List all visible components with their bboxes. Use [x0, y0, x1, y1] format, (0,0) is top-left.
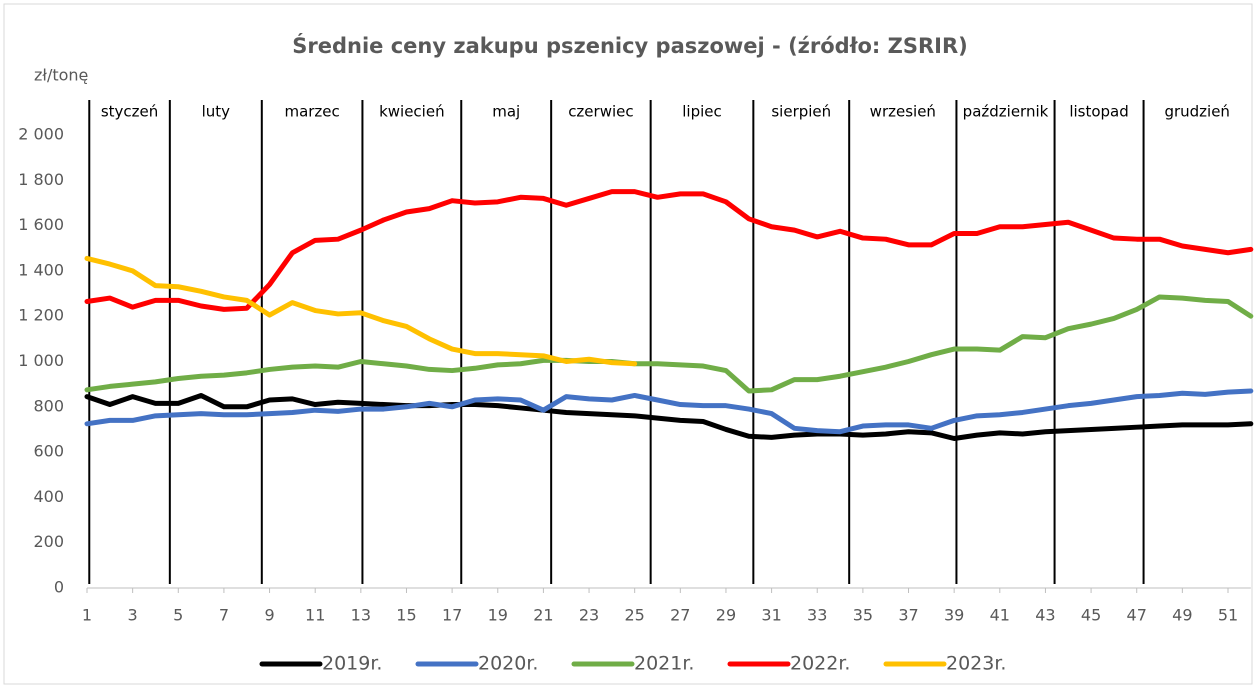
- x-tick-label: 49: [1172, 606, 1192, 625]
- y-tick-label: 200: [33, 532, 64, 551]
- y-tick-label: 1 400: [18, 260, 64, 279]
- y-tick-label: 1 200: [18, 306, 64, 325]
- legend-label: 2021r.: [634, 653, 694, 675]
- x-tick-label: 33: [807, 606, 827, 625]
- month-label: wrzesień: [870, 103, 936, 121]
- legend-label: 2023r.: [946, 653, 1006, 675]
- x-tick-label: 17: [442, 606, 462, 625]
- x-tick-label: 27: [670, 606, 690, 625]
- month-label: listopad: [1069, 103, 1128, 121]
- series-line: [84, 388, 1254, 435]
- x-tick-label: 5: [173, 606, 183, 625]
- chart-border: [3, 3, 1253, 685]
- x-tick-label: 9: [264, 606, 274, 625]
- x-tick-label: 1: [82, 606, 92, 625]
- y-tick-label: 0: [54, 578, 64, 597]
- y-tick-label: 1 800: [18, 170, 64, 189]
- x-tick-label: 7: [219, 606, 229, 625]
- x-tick-label: 31: [761, 606, 781, 625]
- x-tick-label: 25: [625, 606, 645, 625]
- x-tick-label: 21: [533, 606, 553, 625]
- x-tick-label: 35: [853, 606, 873, 625]
- legend-label: 2019r.: [322, 653, 382, 675]
- series-line: [84, 189, 1254, 312]
- x-tick-label: 47: [1127, 606, 1147, 625]
- month-label: październik: [963, 103, 1049, 121]
- series-line: [84, 255, 638, 367]
- month-label: grudzień: [1164, 103, 1230, 121]
- x-tick-label: 13: [351, 606, 371, 625]
- legend-label: 2022r.: [790, 653, 850, 675]
- y-tick-label: 600: [33, 442, 64, 461]
- chart-title: Średnie ceny zakupu pszenicy paszowej - …: [292, 33, 968, 58]
- y-tick-label: 1 600: [18, 215, 64, 234]
- month-label: maj: [492, 103, 520, 121]
- y-axis-label: zł/tonę: [34, 66, 88, 85]
- y-tick-label: 400: [33, 487, 64, 506]
- y-tick-label: 1 000: [18, 351, 64, 370]
- month-label: sierpień: [771, 103, 831, 121]
- month-label: luty: [202, 103, 231, 121]
- month-label: styczeń: [101, 103, 158, 121]
- x-tick-label: 43: [1035, 606, 1055, 625]
- month-label: czerwiec: [568, 103, 633, 121]
- x-tick-label: 39: [944, 606, 964, 625]
- series-line: [84, 294, 1254, 394]
- series-line: [84, 392, 1254, 442]
- x-tick-label: 3: [128, 606, 138, 625]
- x-tick-label: 19: [488, 606, 508, 625]
- x-tick-label: 15: [396, 606, 416, 625]
- x-tick-label: 23: [579, 606, 599, 625]
- month-label: lipiec: [682, 103, 722, 121]
- legend-label: 2020r.: [478, 653, 538, 675]
- y-tick-label: 2 000: [18, 125, 64, 144]
- x-tick-label: 45: [1081, 606, 1101, 625]
- month-label: marzec: [284, 103, 339, 121]
- x-tick-label: 41: [990, 606, 1010, 625]
- x-tick-label: 37: [898, 606, 918, 625]
- x-tick-label: 11: [305, 606, 325, 625]
- x-tick-label: 29: [716, 606, 736, 625]
- y-tick-label: 800: [33, 396, 64, 415]
- month-label: kwiecień: [379, 103, 445, 121]
- x-tick-label: 51: [1218, 606, 1238, 625]
